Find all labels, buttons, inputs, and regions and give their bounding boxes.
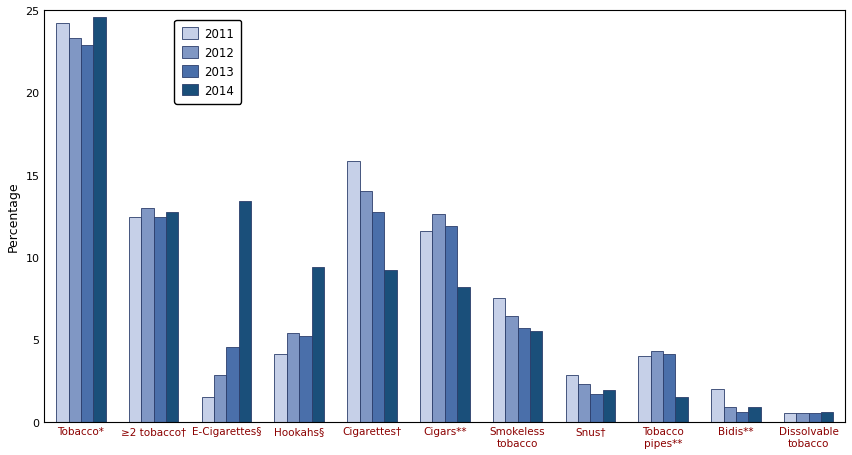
Bar — [797, 414, 809, 422]
Bar — [372, 213, 384, 422]
Bar — [56, 24, 68, 422]
Bar — [141, 208, 153, 422]
Bar — [348, 162, 360, 422]
Bar — [93, 17, 106, 422]
Bar — [809, 414, 821, 422]
Bar — [590, 394, 602, 422]
Bar — [784, 414, 797, 422]
Bar — [202, 397, 214, 422]
Bar — [505, 317, 517, 422]
Bar — [384, 271, 397, 422]
Bar — [129, 218, 141, 422]
Bar — [239, 202, 251, 422]
Bar — [433, 215, 445, 422]
Bar — [153, 218, 166, 422]
Bar — [68, 39, 81, 422]
Bar — [517, 328, 530, 422]
Bar — [723, 407, 736, 422]
Bar — [214, 376, 227, 422]
Bar — [821, 412, 833, 422]
Legend: 2011, 2012, 2013, 2014: 2011, 2012, 2013, 2014 — [175, 21, 241, 105]
Bar — [638, 356, 651, 422]
Bar — [736, 412, 748, 422]
Bar — [312, 267, 324, 422]
Bar — [227, 348, 239, 422]
Bar — [651, 351, 663, 422]
Bar — [711, 389, 723, 422]
Y-axis label: Percentage: Percentage — [7, 181, 20, 252]
Bar — [274, 354, 287, 422]
Bar — [748, 407, 761, 422]
Bar — [578, 384, 590, 422]
Bar — [458, 287, 469, 422]
Bar — [299, 336, 312, 422]
Bar — [602, 390, 615, 422]
Bar — [166, 213, 178, 422]
Bar — [663, 354, 676, 422]
Bar — [81, 46, 93, 422]
Bar — [566, 376, 578, 422]
Bar — [360, 192, 372, 422]
Bar — [676, 397, 688, 422]
Bar — [530, 331, 542, 422]
Bar — [287, 333, 299, 422]
Bar — [420, 231, 433, 422]
Bar — [492, 298, 505, 422]
Bar — [445, 226, 458, 422]
